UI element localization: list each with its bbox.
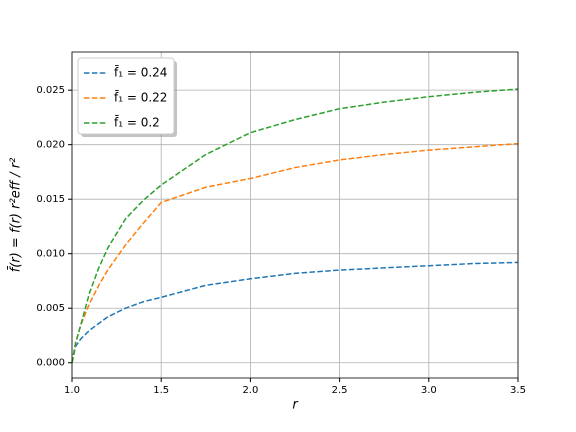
y-tick-label: 0.025 bbox=[36, 85, 65, 96]
x-tick-label: 1.0 bbox=[64, 385, 80, 396]
x-axis-label: r bbox=[292, 398, 299, 413]
x-tick-label: 2.0 bbox=[242, 385, 258, 396]
y-tick-label: 0.005 bbox=[36, 303, 65, 314]
x-tick-label: 1.5 bbox=[153, 385, 169, 396]
plot-frame bbox=[71, 51, 519, 379]
series-line bbox=[71, 88, 519, 363]
y-tick-label: 0.010 bbox=[36, 249, 65, 260]
x-tick-label: 3.0 bbox=[421, 385, 437, 396]
series-line bbox=[71, 261, 519, 363]
y-tick-label: 0.015 bbox=[36, 194, 65, 205]
y-tick-label: 0.020 bbox=[36, 140, 65, 151]
y-axis-label: f̄(r) = f(r) r²eff / r² bbox=[8, 158, 23, 273]
legend-box bbox=[77, 57, 175, 135]
y-tick-label: 0.000 bbox=[36, 358, 65, 369]
legend-label: f̄₁ = 0.24 bbox=[114, 65, 167, 79]
legend-label: f̄₁ = 0.2 bbox=[114, 115, 160, 129]
x-tick-label: 3.5 bbox=[510, 385, 526, 396]
legend-label: f̄₁ = 0.22 bbox=[114, 90, 167, 104]
legend: f̄₁ = 0.24 f̄₁ = 0.22 f̄₁ = 0.2 bbox=[77, 57, 177, 137]
series-line bbox=[71, 142, 519, 363]
x-tick-label: 2.5 bbox=[332, 385, 348, 396]
